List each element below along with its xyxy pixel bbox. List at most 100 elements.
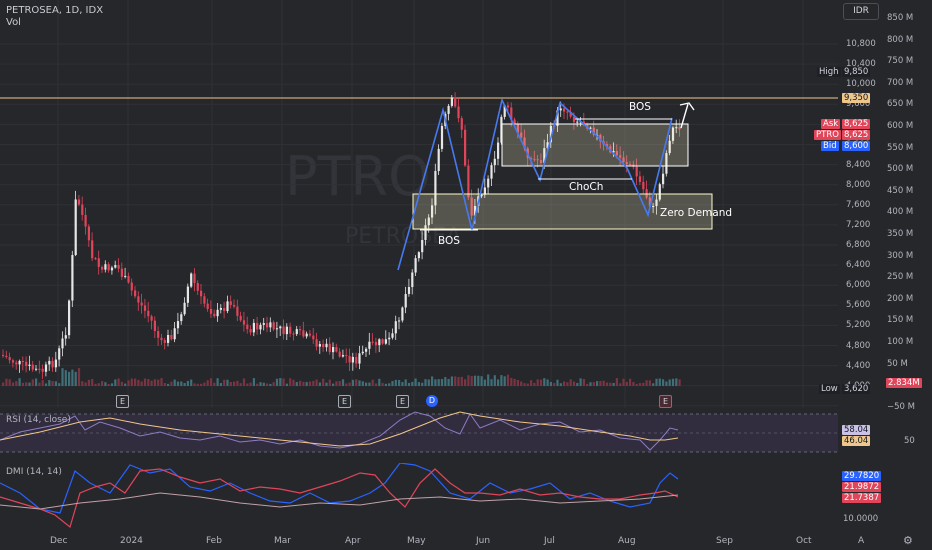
- volume-bar: [648, 380, 651, 386]
- candle-body: [305, 333, 308, 337]
- volume-axis-label: 500 M: [887, 164, 914, 175]
- volume-bar: [612, 382, 615, 386]
- price-axis-label: 6,000: [846, 280, 871, 291]
- candle-body: [503, 105, 506, 117]
- volume-bar: [150, 380, 153, 386]
- candle-body: [130, 282, 133, 291]
- candle-body: [368, 341, 371, 349]
- candle-body: [345, 355, 348, 357]
- volume-bar: [622, 378, 625, 386]
- volume-bar: [15, 381, 18, 386]
- volume-bar: [101, 381, 104, 386]
- candle-body: [374, 342, 378, 346]
- volume-bar: [355, 379, 358, 386]
- volume-bar: [424, 379, 427, 386]
- volume-bar: [242, 378, 246, 386]
- price-axis-label: 10,400: [846, 59, 876, 70]
- volume-bar: [427, 379, 430, 386]
- volume-bar: [196, 383, 199, 386]
- candle-body: [160, 337, 163, 341]
- candle-body: [292, 333, 295, 335]
- candle-body: [308, 333, 312, 336]
- auto-scale-button[interactable]: A: [858, 536, 865, 546]
- price-axis-label: 5,200: [846, 320, 871, 331]
- candle-body: [497, 142, 500, 159]
- volume-bar: [71, 369, 74, 386]
- earnings-event-marker[interactable]: E: [338, 395, 351, 408]
- volume-bar: [358, 380, 361, 386]
- volume-bar: [74, 371, 77, 386]
- volume-bar: [236, 380, 239, 386]
- candle-body: [454, 97, 457, 107]
- candle-body: [394, 321, 397, 334]
- candle-body: [520, 132, 523, 138]
- candle-body: [668, 140, 671, 154]
- volume-bar: [110, 383, 114, 386]
- dmi-title[interactable]: DMI (14, 14): [6, 467, 62, 477]
- volume-bar: [167, 383, 170, 386]
- candle-body: [127, 275, 130, 283]
- candle-body: [11, 360, 15, 363]
- candle-body: [434, 171, 437, 206]
- earnings-event-marker[interactable]: E: [116, 395, 129, 408]
- candle-body: [559, 108, 562, 111]
- candle-body: [120, 268, 123, 277]
- candle-body: [101, 266, 104, 270]
- volume-bar: [249, 382, 252, 386]
- volume-bar: [668, 379, 671, 386]
- volume-bar: [365, 382, 368, 386]
- volume-axis-label: 350 M: [887, 229, 914, 239]
- candle-body: [678, 127, 681, 130]
- level-value-badge: 9,350: [842, 93, 871, 103]
- main-price-chart[interactable]: [0, 0, 838, 408]
- volume-bar: [440, 379, 444, 386]
- candle-body: [28, 364, 31, 366]
- price-axis-label: 6,800: [846, 240, 871, 250]
- volume-bar: [401, 382, 404, 386]
- candle-body: [21, 361, 24, 363]
- rsi-pane[interactable]: [0, 410, 838, 462]
- chart-title[interactable]: PETROSEA, 1D, IDX: [6, 5, 104, 16]
- candle-body: [619, 155, 622, 158]
- candle-body: [483, 187, 486, 195]
- candle-body: [563, 108, 566, 112]
- candle-body: [68, 300, 71, 336]
- bos-arrow: [680, 103, 689, 129]
- candle-body: [41, 368, 44, 372]
- settings-gear-icon[interactable]: ⚙: [903, 534, 913, 547]
- volume-bar: [266, 383, 269, 386]
- price-axis-label: 7,200: [846, 219, 871, 230]
- candle-body: [460, 118, 463, 130]
- candle-body: [358, 353, 361, 364]
- volume-bar: [638, 383, 642, 386]
- candle-body: [84, 214, 87, 227]
- earnings-event-marker[interactable]: E: [659, 395, 672, 408]
- time-label-jun: Jun: [476, 536, 491, 546]
- volume-bar: [629, 378, 632, 386]
- volume-bar: [233, 381, 236, 386]
- currency-button[interactable]: IDR: [843, 3, 879, 20]
- volume-bar: [605, 382, 609, 386]
- candle-body: [493, 158, 496, 166]
- candle-body: [516, 124, 519, 133]
- dmi-adx-line: [0, 463, 679, 514]
- candle-body: [5, 355, 8, 358]
- volume-bar: [325, 382, 328, 386]
- volume-bar: [421, 382, 424, 386]
- candle-body: [229, 301, 232, 305]
- candle-body: [54, 359, 57, 368]
- candle-body: [137, 296, 140, 303]
- dmi-pane[interactable]: [0, 463, 838, 533]
- volume-bar: [632, 382, 635, 386]
- volume-bar: [615, 378, 618, 386]
- volume-bar: [582, 379, 585, 386]
- volume-bar: [239, 383, 242, 386]
- candle-body: [272, 322, 275, 330]
- earnings-event-marker[interactable]: E: [396, 395, 409, 408]
- dividend-event-marker[interactable]: D: [426, 395, 438, 407]
- volume-bar: [477, 375, 480, 386]
- candle-body: [143, 305, 147, 311]
- volume-bar: [662, 379, 665, 386]
- volume-bar: [407, 382, 411, 386]
- rsi-title[interactable]: RSI (14, close): [6, 415, 71, 425]
